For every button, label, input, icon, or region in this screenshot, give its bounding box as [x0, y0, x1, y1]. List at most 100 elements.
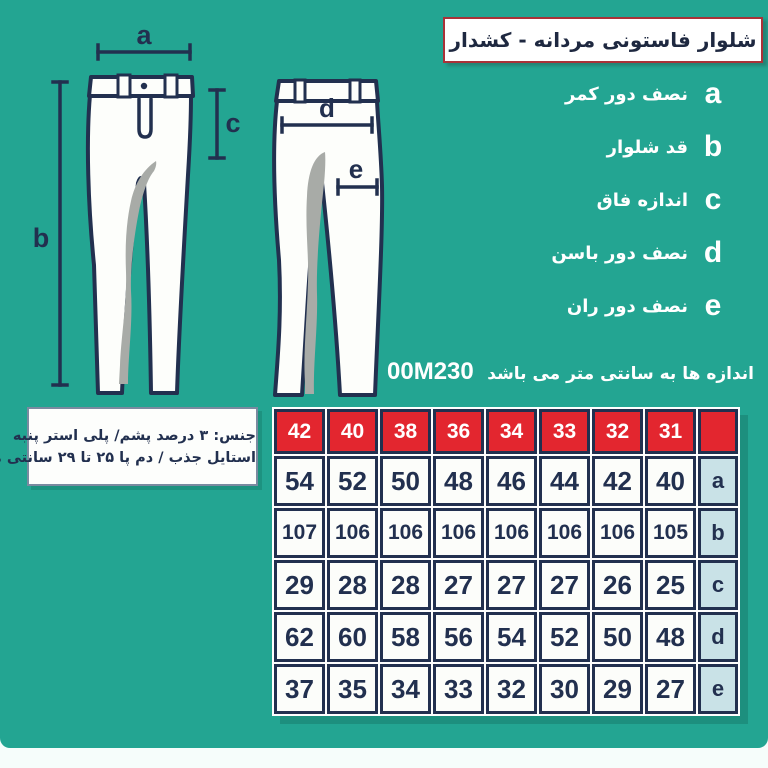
size-cell: 46 — [486, 456, 537, 506]
size-cell: 106 — [327, 508, 378, 558]
size-row-a: 54 52 50 48 46 44 42 40 a — [274, 456, 738, 506]
size-cell: 27 — [539, 560, 590, 610]
size-cell: 60 — [327, 612, 378, 662]
fabric-info-box: جنس: ۳ درصد پشم/ پلی استر پنبه استایل جذ… — [0, 407, 258, 486]
size-cell: 42 — [592, 456, 643, 506]
size-row-d: 62 60 58 56 54 52 50 48 d — [274, 612, 738, 662]
dimension-b-label: b — [33, 223, 50, 253]
size-cell: 33 — [433, 664, 484, 714]
size-row-e: 37 35 34 33 32 30 29 27 e — [274, 664, 738, 714]
size-cell: 48 — [433, 456, 484, 506]
fly-seam — [137, 97, 153, 139]
dimension-a: a — [96, 25, 192, 61]
size-cell: 58 — [380, 612, 431, 662]
page-title: شلوار فاستونی مردانه - کشدار — [449, 28, 757, 52]
dimension-c-label: c — [225, 108, 240, 138]
size-cell: 56 — [433, 612, 484, 662]
size-cell: 30 — [539, 664, 590, 714]
legend-label: نصف دور ران — [566, 295, 688, 317]
legend-letter: d — [703, 236, 723, 269]
measurement-legend: a نصف دور کمر b قد شلوار c اندازه فاق d … — [551, 78, 724, 322]
dimension-a-label: a — [136, 25, 152, 50]
trousers-back-body — [272, 99, 385, 397]
size-header-cell: 42 — [274, 409, 325, 454]
dimension-d-label: d — [319, 93, 335, 123]
size-cell: 40 — [645, 456, 696, 506]
legend-label: نصف دور کمر — [565, 83, 688, 105]
legend-item-a: a نصف دور کمر — [551, 78, 724, 110]
size-cell: 27 — [486, 560, 537, 610]
legend-label: اندازه فاق — [596, 189, 688, 211]
front-view-diagram: a b c — [33, 25, 241, 395]
size-header-cell: 33 — [539, 409, 590, 454]
size-cell: 27 — [645, 664, 696, 714]
infographic-canvas: شلوار فاستونی مردانه - کشدار a b — [0, 0, 768, 748]
row-label-cell: b — [698, 508, 738, 558]
row-label-cell: a — [698, 456, 738, 506]
size-cell: 28 — [380, 560, 431, 610]
size-row-c: 29 28 28 27 27 27 26 25 c — [274, 560, 738, 610]
row-label-cell: e — [698, 664, 738, 714]
trousers-front-body — [85, 93, 193, 395]
size-cell: 106 — [539, 508, 590, 558]
button-icon — [140, 82, 148, 90]
legend-letter: b — [703, 130, 723, 163]
size-header-cell: 38 — [380, 409, 431, 454]
fabric-shadow-back — [304, 152, 326, 394]
belt-loop-icon — [293, 78, 307, 104]
size-cell: 107 — [274, 508, 325, 558]
size-cell: 28 — [327, 560, 378, 610]
size-header-cell: 32 — [592, 409, 643, 454]
size-header-cell: 36 — [433, 409, 484, 454]
dimension-d: d — [280, 93, 374, 134]
size-cell: 106 — [380, 508, 431, 558]
size-header-corner-cell — [698, 409, 738, 454]
legend-label: قد شلوار — [606, 136, 688, 158]
legend-letter: e — [704, 289, 722, 322]
legend-item-e: e نصف دور ران — [551, 290, 724, 322]
size-cell: 25 — [645, 560, 696, 610]
dimension-e: e — [336, 154, 379, 196]
row-label-cell: d — [698, 612, 738, 662]
title-box: شلوار فاستونی مردانه - کشدار — [443, 17, 763, 63]
size-cell: 27 — [433, 560, 484, 610]
size-cell: 62 — [274, 612, 325, 662]
size-cell: 29 — [274, 560, 325, 610]
size-header-cell: 40 — [327, 409, 378, 454]
legend-letter: a — [704, 77, 722, 110]
size-cell: 29 — [592, 664, 643, 714]
size-cell: 106 — [592, 508, 643, 558]
belt-loop-icon — [348, 78, 362, 104]
size-table: 42 40 38 36 34 33 32 31 54 52 50 48 46 4… — [272, 407, 740, 716]
size-cell: 34 — [380, 664, 431, 714]
dimension-c: c — [208, 88, 241, 160]
legend-item-c: c اندازه فاق — [551, 184, 724, 216]
size-cell: 106 — [433, 508, 484, 558]
back-view-diagram: d e — [272, 78, 385, 397]
legend-item-b: b قد شلوار — [551, 131, 724, 163]
size-cell: 54 — [486, 612, 537, 662]
size-header-cell: 31 — [645, 409, 696, 454]
size-header-cell: 34 — [486, 409, 537, 454]
size-cell: 48 — [645, 612, 696, 662]
size-cell: 54 — [274, 456, 325, 506]
size-cell: 44 — [539, 456, 590, 506]
size-cell: 50 — [592, 612, 643, 662]
legend-item-d: d نصف دور باسن — [551, 237, 724, 269]
fabric-line-1: جنس: ۳ درصد پشم/ پلی استر پنبه — [12, 427, 256, 444]
size-cell: 106 — [486, 508, 537, 558]
size-cell: 50 — [380, 456, 431, 506]
legend-letter: c — [704, 183, 722, 216]
dimension-e-label: e — [349, 154, 363, 184]
legend-label: نصف دور باسن — [551, 242, 688, 264]
fabric-line-2: استایل جذب / دم پا ۲۵ تا ۲۹ سانتی متر — [0, 449, 256, 466]
size-row-b: 107 106 106 106 106 106 106 105 b — [274, 508, 738, 558]
dimension-b: b — [33, 80, 69, 387]
product-code: 00M230 — [387, 358, 474, 385]
units-note: اندازه ها به سانتی متر می باشد — [487, 364, 754, 384]
belt-loop-icon — [163, 73, 179, 99]
row-label-cell: c — [698, 560, 738, 610]
size-cell: 26 — [592, 560, 643, 610]
size-cell: 52 — [539, 612, 590, 662]
